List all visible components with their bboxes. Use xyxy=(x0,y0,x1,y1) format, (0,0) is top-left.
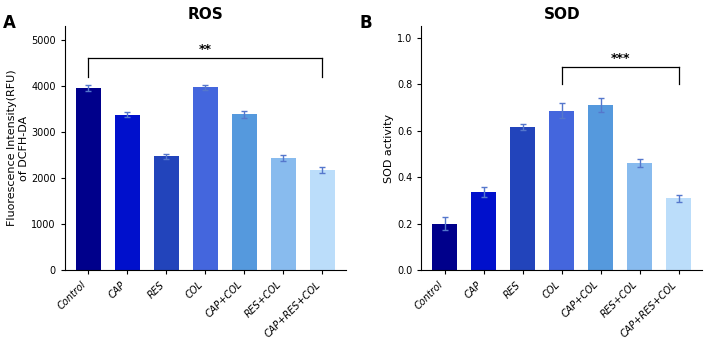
Bar xyxy=(310,170,335,270)
Text: **: ** xyxy=(199,43,212,56)
Title: SOD: SOD xyxy=(543,7,580,22)
Bar xyxy=(193,87,218,270)
Bar xyxy=(432,224,457,270)
Bar xyxy=(666,198,691,270)
Title: ROS: ROS xyxy=(187,7,223,22)
Text: B: B xyxy=(359,13,372,32)
Bar xyxy=(627,163,652,270)
Bar xyxy=(588,105,613,270)
Text: ***: *** xyxy=(610,53,630,65)
Bar xyxy=(76,88,101,270)
Bar xyxy=(549,111,574,270)
Y-axis label: SOD activity: SOD activity xyxy=(384,113,394,183)
Bar xyxy=(154,156,179,270)
Y-axis label: Fluorescence Intensity(RFU)
of DCFH-DA: Fluorescence Intensity(RFU) of DCFH-DA xyxy=(7,70,28,226)
Text: A: A xyxy=(4,13,16,32)
Bar xyxy=(471,192,496,270)
Bar xyxy=(510,127,535,270)
Bar xyxy=(115,115,140,270)
Bar xyxy=(271,158,296,270)
Bar xyxy=(232,115,257,270)
